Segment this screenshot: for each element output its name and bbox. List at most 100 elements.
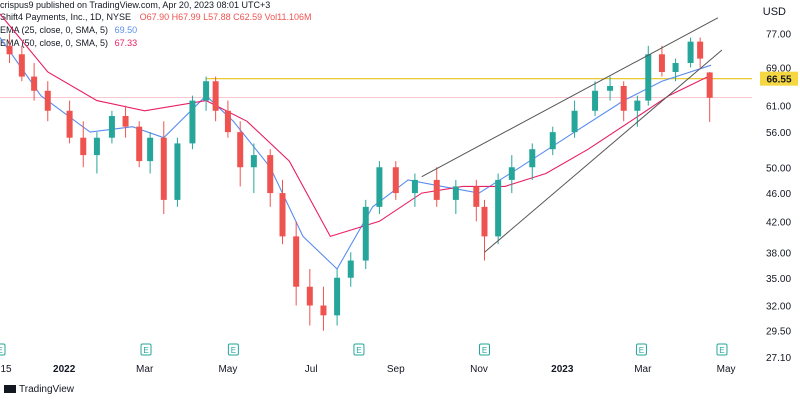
candle-body <box>481 206 488 237</box>
earnings-marker-icon <box>716 343 728 356</box>
ema50-legend[interactable]: EMA (50, close, 0, SMA, 5) 67.33 <box>0 38 137 48</box>
currency-label: USD <box>762 6 786 18</box>
price-tick-label: 61.00 <box>766 102 791 113</box>
price-tick-label: 29.50 <box>766 327 791 338</box>
ema25-value: 69.50 <box>114 25 138 35</box>
date-tick-label: Nov <box>470 364 488 375</box>
candle-body <box>706 72 713 98</box>
candle <box>706 72 713 122</box>
candle <box>571 100 578 138</box>
candle-body <box>376 167 383 207</box>
candle-body <box>250 155 257 168</box>
symbol-title: Shift4 Payments, Inc., 1D, NYSE <box>0 12 132 22</box>
ema50-value: 67.33 <box>114 38 138 48</box>
candle <box>306 269 313 326</box>
symbol-info: Shift4 Payments, Inc., 1D, NYSE O67.90 H… <box>0 12 312 22</box>
date-tick-label: 2023 <box>551 364 574 375</box>
channel-upper-line <box>421 17 719 178</box>
price-tick-label: 50.00 <box>766 163 791 174</box>
candle-body <box>473 186 480 207</box>
candle <box>549 126 556 156</box>
time-axis: 15 2022 Mar May Jul Sep Nov 2023 Mar May <box>0 364 735 375</box>
price-tick-label: 38.00 <box>766 248 791 259</box>
channel-layer <box>421 17 723 253</box>
date-tick-label: Sep <box>387 364 405 375</box>
publish-info: crispus9 published on TradingView.com, A… <box>0 0 271 10</box>
candle <box>108 110 115 144</box>
candle <box>481 199 488 261</box>
candle <box>250 143 257 194</box>
earnings-marker-icon <box>353 343 365 356</box>
candle <box>320 286 327 331</box>
candle-body <box>687 41 694 64</box>
price-tick-label: 42.00 <box>766 217 791 228</box>
tradingview-logo[interactable]: TradingView <box>4 384 74 395</box>
candle <box>160 121 167 214</box>
ema50-label: EMA (50, close, 0, SMA, 5) <box>0 38 109 48</box>
date-tick-label: 2022 <box>53 364 76 375</box>
candle <box>136 121 143 168</box>
candle-body <box>80 137 87 156</box>
candle-body <box>212 81 219 111</box>
price-tick-label: 32.00 <box>766 302 791 313</box>
candle <box>18 45 25 82</box>
price-axis: 77.00 69.00 61.00 56.00 50.00 46.00 42.00 38.00… <box>760 29 798 364</box>
candle-body <box>18 54 25 77</box>
candle-body <box>136 126 143 162</box>
candle-body <box>147 137 154 162</box>
candle <box>658 45 665 77</box>
candle <box>6 33 13 64</box>
candle <box>93 132 100 174</box>
candle-body <box>237 132 244 168</box>
candle-body <box>224 110 231 133</box>
event-markers-layer: EEEEEEE <box>0 343 728 356</box>
candle-body <box>592 90 599 111</box>
candle <box>473 179 480 222</box>
earnings-marker-label: E <box>719 346 724 355</box>
price-tick-label: 56.00 <box>766 128 791 139</box>
candle-body <box>529 149 536 168</box>
earnings-marker-icon <box>479 343 491 356</box>
earnings-marker-icon <box>140 343 152 356</box>
candle <box>687 37 694 68</box>
candle-body <box>645 54 652 101</box>
candle-body <box>549 132 556 150</box>
candle <box>347 252 354 287</box>
candle <box>645 45 652 106</box>
earnings-marker-label: E <box>639 346 644 355</box>
candle-body <box>672 63 679 72</box>
candle <box>212 76 219 122</box>
candle <box>697 37 704 68</box>
candle-body <box>658 54 665 72</box>
candle <box>189 95 196 150</box>
candle-body <box>93 137 100 156</box>
candle-body <box>495 179 502 237</box>
candle-body <box>6 45 13 55</box>
candle-body <box>44 90 51 111</box>
candles-layer <box>6 33 713 331</box>
ema25-line <box>0 37 712 270</box>
candle-body <box>31 76 38 91</box>
candle-body <box>267 155 274 194</box>
candle-body <box>697 41 704 59</box>
ema25-legend[interactable]: EMA (25, close, 0, SMA, 5) 69.50 <box>0 25 137 35</box>
candle <box>362 199 369 270</box>
price-tick-label: 27.10 <box>766 353 791 364</box>
candle <box>147 132 154 174</box>
ema50-line <box>0 13 712 238</box>
candle-body <box>320 305 327 316</box>
candle-body <box>634 100 641 111</box>
date-tick-label: 15 <box>0 364 12 375</box>
candle-body <box>607 85 614 91</box>
candle-body <box>347 260 354 278</box>
candle <box>334 269 341 326</box>
earnings-marker-label: E <box>231 346 236 355</box>
candle-body <box>160 137 167 200</box>
tradingview-icon <box>4 385 16 394</box>
candle <box>203 76 210 111</box>
candle <box>80 121 87 168</box>
earnings-marker-label: E <box>143 346 148 355</box>
candle-body <box>279 193 286 237</box>
earnings-marker-icon <box>0 343 6 356</box>
